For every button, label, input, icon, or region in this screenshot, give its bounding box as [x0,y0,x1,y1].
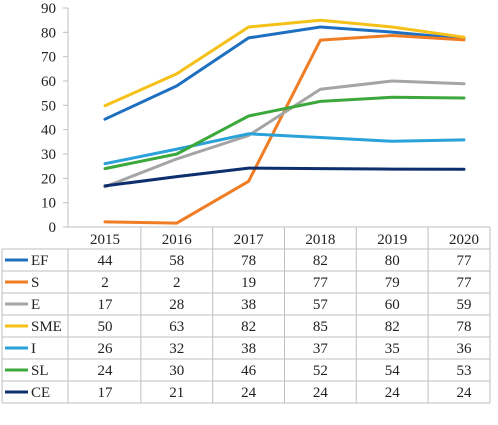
y-tick-label: 70 [41,50,56,66]
series-line-e [103,79,466,189]
table-row: I 26 32 38 37 35 36 [5,341,472,357]
table-cell-value: 35 [385,341,400,357]
x-tick-label: 2018 [305,232,335,248]
table-row: S 2 2 19 77 79 77 [5,275,472,291]
table-cell-value: 36 [457,341,473,357]
y-tick-label: 10 [41,196,56,212]
table-cell-value: 24 [313,385,329,401]
y-tick-label: 20 [41,171,56,187]
x-tick-label: 2017 [234,232,265,248]
table-cell-value: 21 [169,385,184,401]
table-cell-value: 38 [241,341,256,357]
series-line-sl [103,95,466,171]
table-cell-value: 30 [169,363,184,379]
table-cell-value: 44 [98,253,114,269]
table-row: E 17 28 38 57 60 59 [5,297,472,313]
legend-label: EF [31,253,49,269]
table-cell-value: 46 [241,363,257,379]
table-cell-value: 2 [173,275,181,291]
table-row: CE 17 21 24 24 24 24 [5,385,472,401]
y-tick-label: 0 [49,220,57,236]
table-row: SME 50 63 82 85 82 78 [5,319,472,335]
table-cell-value: 77 [457,253,473,269]
legend-label: SL [31,363,49,379]
series-line-ef [103,25,466,121]
x-tick-label: 2016 [162,232,193,248]
series-line-ce [103,166,466,188]
table-cell-value: 28 [169,297,184,313]
table-cell-value: 19 [241,275,256,291]
table-cell-value: 63 [169,319,184,335]
table-cell-value: 50 [98,319,113,335]
table-cell-value: 80 [385,253,400,269]
table-cell-value: 2 [101,275,109,291]
y-axis: 0 10 20 30 40 50 60 70 80 90 [41,1,69,236]
table-row: SL 24 30 46 52 54 53 [5,363,472,379]
table-cell-value: 79 [385,275,400,291]
table-cell-value: 82 [385,319,400,335]
y-tick-label: 50 [41,98,56,114]
table-row: EF 44 58 78 82 80 77 [5,253,472,269]
legend-label: S [31,275,39,291]
legend-label: SME [31,319,62,335]
table-cell-value: 85 [313,319,328,335]
y-tick-label: 60 [41,74,56,90]
table-cell-value: 26 [98,341,114,357]
table-cell-value: 78 [457,319,472,335]
y-tick-label: 40 [41,123,56,139]
series-line-s [103,34,466,225]
x-tick-label: 2019 [377,232,407,248]
table-cell-value: 58 [169,253,184,269]
table-cell-value: 17 [98,297,114,313]
table-cell-value: 82 [241,319,256,335]
series-line-sme [103,18,466,108]
table-cell-value: 52 [313,363,328,379]
table-cell-value: 17 [98,385,114,401]
legend-label: E [31,297,40,313]
table-cell-value: 32 [169,341,184,357]
y-tick-label: 80 [41,25,56,41]
table-cell-value: 54 [385,363,401,379]
table-cell-value: 77 [457,275,473,291]
table-cell-value: 24 [385,385,401,401]
y-tick-label: 30 [41,147,56,163]
table-cell-value: 24 [457,385,473,401]
table-cell-value: 77 [313,275,329,291]
data-table: 2015 2016 2017 2018 2019 2020 EF 44 58 78 82 80 77 S 2… [1,226,491,404]
table-cell-value: 60 [385,297,400,313]
x-tick-label: 2020 [449,232,479,248]
table-cell-value: 78 [241,253,256,269]
table-cell-value: 24 [98,363,114,379]
table-cell-value: 37 [313,341,329,357]
table-cell-value: 24 [241,385,257,401]
series-line-i [103,132,466,166]
legend-label: CE [31,385,50,401]
table-cell-value: 38 [241,297,256,313]
table-cell-value: 57 [313,297,329,313]
table-cell-value: 53 [457,363,472,379]
table-cell-value: 59 [457,297,472,313]
y-tick-label: 90 [41,1,56,17]
x-tick-label: 2015 [90,232,120,248]
legend-label: I [31,341,36,357]
series-lines [103,18,466,225]
table-cell-value: 82 [313,253,328,269]
